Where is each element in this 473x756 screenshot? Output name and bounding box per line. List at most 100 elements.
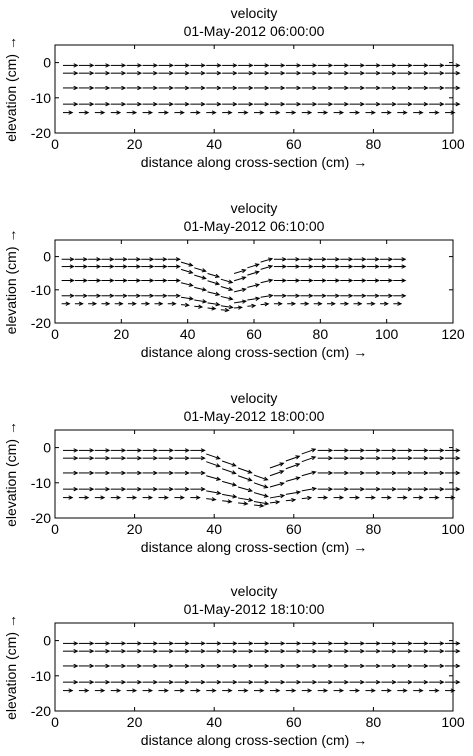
velocity-arrow-head <box>361 278 367 283</box>
velocity-arrow-head <box>89 679 95 685</box>
x-tick-label: 0 <box>51 326 59 342</box>
velocity-arrow-head <box>296 101 302 107</box>
velocity-arrow-head <box>439 63 445 68</box>
velocity-arrow-head <box>264 63 270 68</box>
velocity-arrow-head <box>216 63 222 68</box>
velocity-arrow-shaft <box>194 299 207 303</box>
velocity-arrow-head <box>188 296 194 301</box>
velocity-arrow-head <box>247 477 253 482</box>
velocity-arrow-head <box>386 495 392 500</box>
velocity-arrow-head <box>335 257 341 262</box>
velocity-arrow-head <box>401 293 407 298</box>
velocity-arrow-head <box>105 486 111 492</box>
velocity-arrow-head <box>109 257 115 262</box>
velocity-arrow-head <box>423 455 429 461</box>
velocity-arrow-head <box>248 648 254 654</box>
velocity-arrow-head <box>109 293 115 298</box>
velocity-arrow-head <box>68 688 74 693</box>
velocity-arrow-head <box>179 688 185 693</box>
velocity-arrow-head <box>370 301 376 306</box>
velocity-arrow-head <box>69 278 75 283</box>
x-tick-label: 100 <box>441 136 465 152</box>
velocity-arrow-head <box>89 448 95 453</box>
velocity-arrow-head <box>162 293 168 298</box>
velocity-arrow-head <box>455 448 461 453</box>
velocity-arrow-head <box>291 301 297 306</box>
velocity-arrow-head <box>391 455 397 461</box>
velocity-arrow-shaft <box>253 504 264 507</box>
velocity-arrow-head <box>73 448 79 453</box>
velocity-arrow-head <box>254 263 260 268</box>
velocity-arrow-head <box>198 304 204 309</box>
velocity-arrow-head <box>84 110 90 115</box>
velocity-arrow-head <box>137 648 143 654</box>
velocity-arrow-shaft <box>301 487 316 492</box>
velocity-arrow-shaft <box>180 268 193 274</box>
velocity-arrow-head <box>184 70 190 76</box>
velocity-arrow-head <box>370 688 376 693</box>
velocity-arrow-head <box>264 85 270 91</box>
velocity-arrow-head <box>200 70 206 76</box>
velocity-arrow-head <box>355 495 360 500</box>
chart-title: velocity <box>231 200 278 216</box>
velocity-arrow-head <box>216 490 222 495</box>
velocity-arrow-head <box>122 293 128 298</box>
velocity-arrow-head <box>105 85 111 91</box>
velocity-arrow-head <box>375 679 381 685</box>
velocity-arrow-head <box>137 70 143 76</box>
velocity-arrow-shaft <box>222 500 232 503</box>
velocity-arrow-head <box>339 495 345 500</box>
velocity-arrow-head <box>423 448 429 453</box>
x-axis-label: distance along cross-section (cm) → <box>141 539 367 555</box>
velocity-arrow-head <box>360 455 365 461</box>
velocity-arrow-head <box>311 455 317 461</box>
y-tick-label: -10 <box>31 475 51 491</box>
velocity-arrow-head <box>280 493 286 499</box>
velocity-arrow-head <box>237 305 243 310</box>
velocity-arrow-head <box>321 293 327 298</box>
velocity-arrow-head <box>105 448 111 453</box>
velocity-arrow-head <box>136 264 142 269</box>
velocity-arrow-head <box>344 486 350 492</box>
velocity-arrow-shaft <box>269 494 285 499</box>
velocity-arrow-head <box>391 663 397 669</box>
velocity-arrow-head <box>216 70 222 76</box>
x-axis-label: distance along cross-section (cm) → <box>141 154 367 170</box>
velocity-arrow-head <box>137 63 143 68</box>
x-tick-label: 100 <box>375 326 399 342</box>
velocity-arrow-head <box>83 257 88 262</box>
velocity-arrow-head <box>360 85 365 91</box>
velocity-arrow-shaft <box>247 297 260 301</box>
velocity-arrow-head <box>455 641 461 646</box>
velocity-arrow-head <box>248 663 254 669</box>
velocity-arrow-head <box>137 679 143 685</box>
velocity-arrow-head <box>96 278 102 283</box>
velocity-arrow-head <box>184 85 190 91</box>
velocity-arrow-head <box>232 101 238 107</box>
velocity-arrow-head <box>423 70 429 76</box>
velocity-arrow-head <box>248 641 254 646</box>
velocity-arrow-shaft <box>269 470 284 477</box>
velocity-arrow-head <box>105 679 111 685</box>
panel-1: velocity 01-May-2012 06:00:00 0 20 40 60 80 100… <box>3 5 465 170</box>
velocity-arrow-head <box>275 688 281 693</box>
velocity-arrow-head <box>73 663 79 669</box>
velocity-arrow-head <box>374 264 380 269</box>
velocity-arrow-head <box>175 257 181 262</box>
velocity-arrow-shaft <box>301 471 316 477</box>
velocity-arrow-head <box>153 101 159 107</box>
velocity-arrow-head <box>137 641 143 646</box>
velocity-arrow-shaft <box>237 486 253 492</box>
velocity-arrow-head <box>304 301 310 306</box>
velocity-arrow-head <box>397 301 403 306</box>
y-tick-label: -10 <box>31 668 51 684</box>
velocity-arrow-head <box>311 486 318 492</box>
velocity-arrow-shaft <box>260 279 273 284</box>
velocity-arrow-head <box>184 663 190 669</box>
velocity-arrow-head <box>264 302 270 307</box>
velocity-arrow-head <box>264 648 270 654</box>
velocity-arrow-head <box>335 264 341 269</box>
velocity-arrow-head <box>259 110 265 115</box>
velocity-arrow-head <box>248 70 254 76</box>
velocity-arrow-head <box>344 70 350 76</box>
